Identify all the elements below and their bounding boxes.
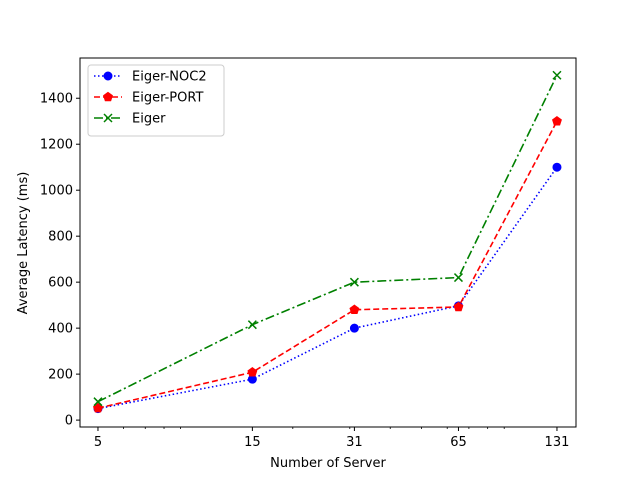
data-point: [93, 402, 103, 413]
data-point: [552, 70, 562, 80]
series-2: [93, 116, 562, 413]
x-axis-label: Number of Server: [270, 456, 386, 471]
y-tick-label: 0: [65, 414, 73, 429]
legend-entry-1: Eiger-NOC2: [94, 70, 207, 85]
series-3: [93, 70, 562, 407]
y-tick-label: 800: [48, 230, 73, 245]
axes-frame: [79, 57, 577, 428]
data-point: [552, 116, 562, 126]
data-point: [552, 162, 562, 172]
data-point: [349, 277, 359, 287]
legend-entry-3: Eiger: [94, 112, 166, 127]
x-tick-label: 65: [450, 435, 467, 450]
data-point: [349, 323, 359, 333]
x-tick-label: 131: [545, 435, 570, 450]
data-point: [453, 301, 464, 312]
data-point: [247, 367, 258, 377]
y-tick-label: 600: [48, 276, 73, 291]
legend-label: Eiger: [132, 112, 166, 127]
legend-box: [87, 64, 225, 137]
data-point: [453, 273, 463, 283]
legend-marker: [103, 71, 113, 81]
y-tick-label: 200: [48, 368, 73, 383]
axes: 0 200 400 600 800 1000 1200 1400 5 15 31 65 131: [40, 57, 577, 450]
legend-marker: [103, 113, 113, 123]
plot-area: [93, 70, 562, 414]
y-tick-label: 1200: [40, 138, 73, 153]
x-tick-label: 5: [94, 435, 102, 450]
legend: Eiger-NOC2 Eiger-PORT Eiger: [87, 64, 225, 137]
x-tick-label: 31: [346, 435, 363, 450]
data-point: [93, 397, 103, 407]
y-axis-label: Average Latency (ms): [16, 172, 31, 315]
x-tick-label: 15: [244, 435, 261, 450]
y-tick-label: 1000: [40, 184, 73, 199]
legend-label: Eiger-NOC2: [132, 70, 207, 85]
series-line: [97, 166, 558, 410]
legend-entry-2: Eiger-PORT: [94, 91, 203, 106]
legend-label: Eiger-PORT: [132, 91, 203, 106]
series-line: [97, 120, 558, 409]
y-tick-label: 400: [48, 322, 73, 337]
series-line: [97, 74, 558, 403]
legend-marker: [103, 91, 113, 102]
data-point: [349, 304, 360, 314]
y-tick-label: 1400: [40, 92, 73, 107]
data-point: [247, 320, 257, 330]
